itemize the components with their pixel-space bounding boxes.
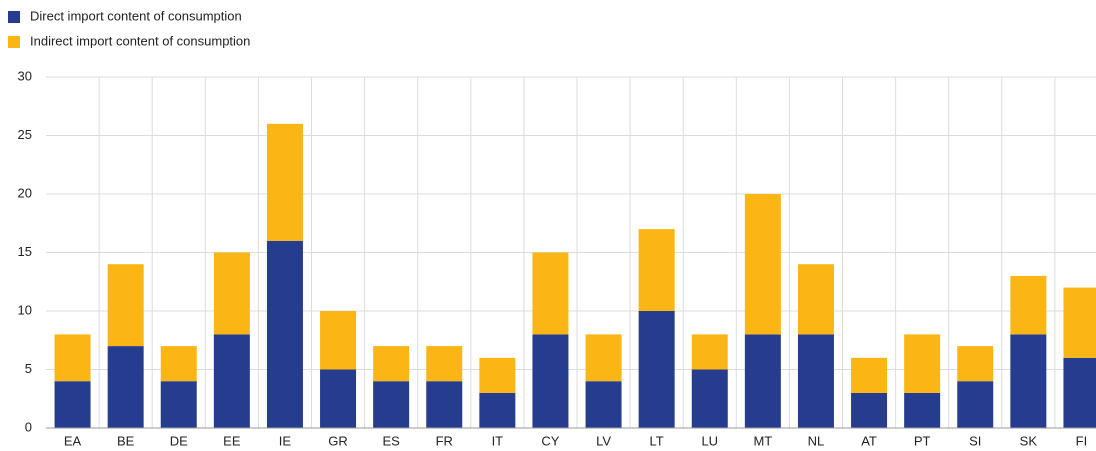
y-tick-label: 20 bbox=[18, 185, 32, 200]
x-tick-label: FI bbox=[1076, 433, 1088, 448]
bar-segment bbox=[1010, 334, 1047, 428]
x-tick-label: IT bbox=[492, 433, 504, 448]
x-tick-label: LT bbox=[650, 433, 664, 448]
y-tick-label: 10 bbox=[18, 302, 32, 317]
x-tick-label: FR bbox=[436, 433, 453, 448]
bar-segment bbox=[160, 381, 197, 428]
x-tick-label: GR bbox=[328, 433, 348, 448]
y-tick-label: 25 bbox=[18, 127, 32, 142]
legend-label: Direct import content of consumption bbox=[30, 8, 242, 23]
x-tick-label: PT bbox=[914, 433, 931, 448]
x-tick-label: ES bbox=[382, 433, 400, 448]
x-tick-label: BE bbox=[117, 433, 135, 448]
y-tick-label: 30 bbox=[18, 68, 32, 83]
bar-segment bbox=[213, 334, 250, 428]
bar-segment bbox=[638, 229, 675, 311]
x-tick-label: IE bbox=[279, 433, 292, 448]
bar-segment bbox=[54, 381, 91, 428]
legend-swatch bbox=[8, 11, 20, 23]
bar-segment bbox=[797, 334, 834, 428]
bar-segment bbox=[532, 334, 569, 428]
x-tick-label: LV bbox=[596, 433, 611, 448]
bar-segment bbox=[160, 346, 197, 382]
bar-segment bbox=[957, 381, 994, 428]
bar-segment bbox=[213, 252, 250, 335]
y-tick-label: 15 bbox=[18, 244, 32, 259]
y-tick-label: 5 bbox=[25, 361, 32, 376]
bar-segment bbox=[797, 264, 834, 335]
bar-segment bbox=[426, 346, 463, 382]
bar-segment bbox=[1063, 357, 1096, 428]
bar-segment bbox=[744, 194, 781, 335]
bar-segment bbox=[957, 346, 994, 382]
bar-segment bbox=[54, 334, 91, 382]
bar-segment bbox=[691, 369, 728, 428]
x-tick-label: EE bbox=[223, 433, 241, 448]
bar-segment bbox=[266, 240, 303, 428]
bar-segment bbox=[585, 334, 622, 382]
bar-segment bbox=[373, 346, 410, 382]
bar-segment bbox=[532, 252, 569, 335]
bar-segment bbox=[479, 392, 516, 428]
bar-segment bbox=[426, 381, 463, 428]
bar-segment bbox=[851, 392, 888, 428]
bar-segment bbox=[320, 369, 357, 428]
bar-segment bbox=[373, 381, 410, 428]
bar-segment bbox=[904, 334, 941, 393]
x-tick-label: EA bbox=[64, 433, 82, 448]
bar-segment bbox=[107, 346, 144, 428]
x-tick-label: SK bbox=[1020, 433, 1038, 448]
x-tick-label: DE bbox=[170, 433, 188, 448]
bar-segment bbox=[266, 123, 303, 241]
bar-segment bbox=[744, 334, 781, 428]
bar-segment bbox=[1063, 287, 1096, 358]
x-tick-label: NL bbox=[808, 433, 825, 448]
bar-segment bbox=[904, 392, 941, 428]
x-tick-label: LU bbox=[701, 433, 718, 448]
x-tick-label: MT bbox=[753, 433, 772, 448]
x-tick-label: SI bbox=[969, 433, 981, 448]
legend-swatch bbox=[8, 36, 20, 48]
x-tick-label: CY bbox=[541, 433, 559, 448]
bar-segment bbox=[320, 311, 357, 370]
bar-segment bbox=[1010, 275, 1047, 335]
bar-segment bbox=[851, 357, 888, 393]
bar-segment bbox=[585, 381, 622, 428]
bar-segment bbox=[638, 311, 675, 428]
y-tick-label: 0 bbox=[25, 419, 32, 434]
bar-segment bbox=[691, 334, 728, 370]
bar-segment bbox=[107, 264, 144, 347]
bar-segment bbox=[479, 357, 516, 393]
x-tick-label: AT bbox=[861, 433, 877, 448]
legend-label: Indirect import content of consumption bbox=[30, 33, 250, 48]
